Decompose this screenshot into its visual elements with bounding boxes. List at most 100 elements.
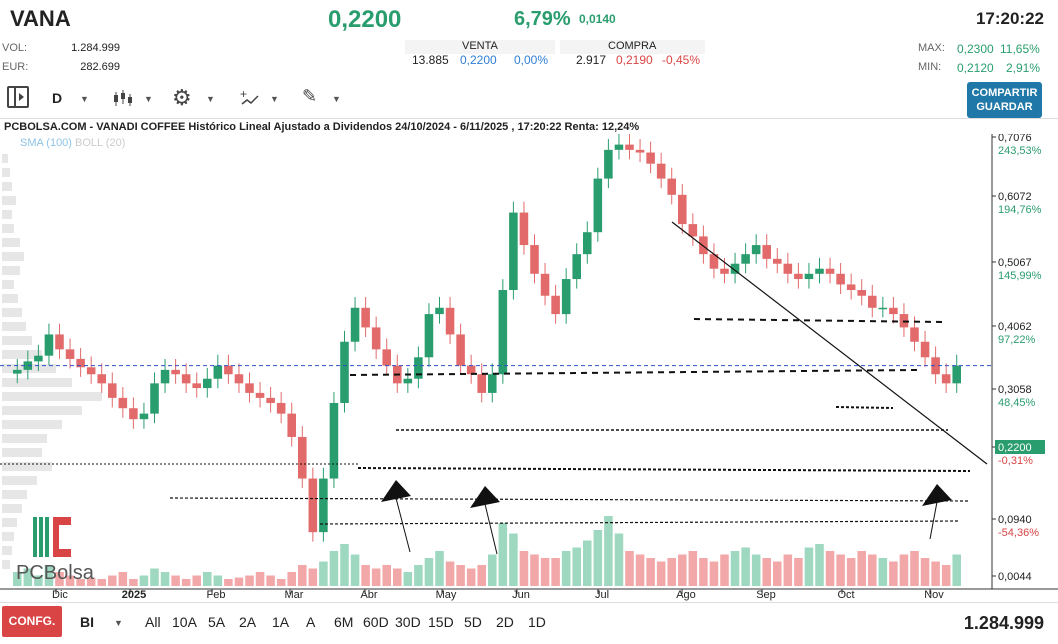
period-2d[interactable]: 2D: [496, 614, 514, 630]
volume-profile-bar: [2, 406, 82, 415]
share-save-button[interactable]: COMPARTIR GUARDAR: [967, 82, 1042, 118]
chevron-down-icon[interactable]: ▼: [80, 94, 89, 104]
venta-label: VENTA: [462, 40, 498, 52]
candle-body: [614, 144, 624, 150]
period-10a[interactable]: 10A: [172, 614, 197, 630]
volume-bar: [86, 577, 96, 586]
indicators-icon[interactable]: +: [238, 88, 260, 108]
candle-body: [952, 365, 961, 384]
chevron-down-icon[interactable]: ▼: [114, 618, 123, 628]
x-tick-label: Jun: [512, 589, 530, 601]
arrow-shaft: [395, 497, 411, 553]
volume-bar: [667, 558, 676, 586]
volume-bar: [371, 568, 381, 586]
candles: [13, 134, 961, 542]
chevron-down-icon[interactable]: ▼: [144, 94, 153, 104]
volume-profile-bar: [2, 448, 42, 457]
period-15d[interactable]: 15D: [428, 614, 454, 630]
volume-bar: [561, 551, 571, 586]
period-5d[interactable]: 5D: [464, 614, 482, 630]
interval-select[interactable]: D: [52, 90, 63, 106]
volume-bar: [308, 568, 318, 586]
change-percent: 6,79%: [514, 8, 571, 30]
volume-bar: [625, 551, 634, 586]
volume-bar: [730, 551, 740, 586]
candle-body: [815, 268, 824, 274]
compra-qty: 2.917: [576, 53, 607, 67]
volume-bar: [203, 572, 212, 586]
candles-icon[interactable]: [112, 88, 134, 108]
candle-body: [667, 178, 676, 195]
volume-bar: [920, 558, 930, 586]
volume-profile-bar: [2, 336, 32, 345]
mode-select[interactable]: BI: [80, 614, 94, 630]
volume-profile-bar: [2, 476, 37, 485]
arrow-shaft: [484, 503, 498, 555]
candle-body: [561, 279, 571, 315]
pencil-icon[interactable]: ✎: [302, 86, 318, 106]
period-6m[interactable]: 6M: [334, 614, 354, 630]
period-a[interactable]: A: [306, 614, 316, 630]
min-label: MIN:: [918, 61, 942, 73]
volume-bar: [139, 575, 149, 586]
candle-body: [414, 357, 423, 379]
annotations: [0, 221, 988, 555]
volume-bar: [276, 579, 286, 586]
volume-bar: [245, 575, 254, 586]
candle-body: [13, 369, 22, 374]
volume-bar: [466, 568, 476, 586]
candle-body: [298, 436, 307, 479]
candle-body: [825, 268, 835, 274]
volume-bar: [488, 554, 497, 586]
candle-body: [688, 224, 698, 237]
gear-icon[interactable]: ⚙: [172, 85, 192, 110]
y-tick-label: 0,5067: [998, 257, 1032, 269]
save-label: GUARDAR: [976, 101, 1033, 113]
candle-body: [181, 374, 191, 384]
trend-line: [693, 318, 943, 323]
x-tick-label: Jul: [595, 589, 609, 601]
period-all[interactable]: All: [145, 614, 161, 630]
volume-bar: [635, 554, 645, 586]
volume-profile-bar: [2, 154, 8, 163]
volume-bar: [941, 565, 951, 586]
volume-bar: [65, 575, 75, 586]
chevron-down-icon[interactable]: ▼: [206, 94, 215, 104]
volume-bar: [498, 523, 508, 586]
candle-body: [361, 307, 370, 328]
period-5a[interactable]: 5A: [208, 614, 226, 630]
venta-qty: 13.885: [412, 53, 449, 67]
candle-body: [160, 369, 170, 384]
boll-label: BOLL (20): [75, 137, 126, 149]
volume-bar: [530, 554, 539, 586]
candle-body: [276, 402, 286, 414]
volume-profile-bar: [2, 434, 47, 443]
chevron-down-icon[interactable]: ▼: [270, 94, 279, 104]
volume-profile-bar: [2, 504, 22, 513]
y-tick-label: 0,4062: [998, 321, 1032, 333]
volume-profile: [2, 154, 102, 569]
volume-bar: [393, 568, 402, 586]
config-button[interactable]: CONFG.: [2, 606, 62, 637]
volume-bar: [192, 575, 201, 586]
panel-toggle-icon[interactable]: [7, 86, 29, 108]
min-pct: 2,91%: [1006, 61, 1041, 75]
period-2a[interactable]: 2A: [239, 614, 257, 630]
volume-profile-bar: [2, 322, 26, 331]
period-30d[interactable]: 30D: [395, 614, 421, 630]
volume-profile-bar: [2, 182, 12, 191]
chevron-down-icon[interactable]: ▼: [332, 94, 341, 104]
vol-value: 1.284.999: [71, 42, 120, 54]
volume-profile-bar: [2, 420, 62, 429]
volume-profile-bar: [2, 196, 16, 205]
volume-bar: [593, 530, 603, 586]
volume-profile-bar: [2, 224, 14, 233]
period-1d[interactable]: 1D: [528, 614, 546, 630]
volume-profile-bar: [2, 462, 52, 471]
volume-bar: [97, 579, 106, 586]
candle-body: [804, 273, 814, 280]
period-60d[interactable]: 60D: [363, 614, 389, 630]
y-tick-label: 0,0940: [998, 514, 1032, 526]
period-1a[interactable]: 1A: [272, 614, 290, 630]
